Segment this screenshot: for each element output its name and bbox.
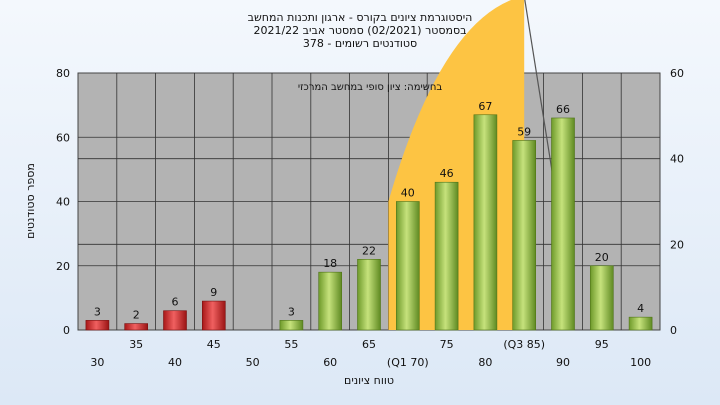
data-label-75: 46 xyxy=(440,167,454,180)
x-tick-label: 55 xyxy=(284,338,298,351)
y-tick-label: 60 xyxy=(56,131,70,144)
y-tick-label: 0 xyxy=(63,324,70,337)
bar-80 xyxy=(473,114,498,331)
data-label-85: 59 xyxy=(517,125,531,138)
bar-60 xyxy=(318,271,343,331)
bars xyxy=(85,114,653,331)
data-label-65: 22 xyxy=(362,244,376,257)
x-tick-label: 100 xyxy=(630,356,651,369)
x-tick-label: 60 xyxy=(323,356,337,369)
data-label-95: 20 xyxy=(595,251,609,264)
x-tick-label: 40 xyxy=(168,356,182,369)
bar-75 xyxy=(434,181,459,331)
y2-tick-label: 0 xyxy=(670,324,677,337)
title-line-1: היסטוגרמת ציונים בקורס - ארגון ותכנות המ… xyxy=(248,11,473,24)
bar-90 xyxy=(551,117,575,331)
data-label-35: 2 xyxy=(133,309,140,322)
data-label-40: 6 xyxy=(172,296,179,309)
bar-100 xyxy=(628,316,653,331)
chart-annotation: בחשימה: ציון סופי במחשב המרכזי xyxy=(298,82,443,93)
y2-tick-label: 40 xyxy=(670,153,684,166)
x-axis-ticks: 30 35 40 45 50 55 60 65 (Q1 70) 75 80 (Q3 85) 90 95 10… xyxy=(90,338,651,369)
x-tick-label: (Q1 70) xyxy=(387,356,429,369)
x-axis-title: טווח ציונים xyxy=(344,374,394,387)
chart-title: היסטוגרמת ציונים בקורס - ארגון ותכנות המ… xyxy=(248,11,473,50)
data-label-90: 66 xyxy=(556,103,570,116)
y-axis-left-ticks: 0 20 40 60 80 xyxy=(56,67,70,337)
title-line-3: סטודנטים רשומים - 378 xyxy=(303,37,417,50)
bar-55 xyxy=(279,320,304,331)
x-tick-label: 65 xyxy=(362,338,376,351)
data-labels: 3 2 6 9 3 18 22 40 46 67 59 66 20 4 xyxy=(94,100,644,322)
bar-30 xyxy=(85,320,110,331)
y-tick-label: 80 xyxy=(56,67,70,80)
bar-40 xyxy=(163,310,187,331)
y2-tick-label: 60 xyxy=(670,67,684,80)
data-label-80: 67 xyxy=(478,100,492,113)
x-tick-label: 95 xyxy=(595,338,609,351)
x-tick-label: 80 xyxy=(478,356,492,369)
bar-45 xyxy=(202,300,226,331)
y2-tick-label: 20 xyxy=(670,238,684,251)
bar-85 xyxy=(512,140,537,331)
data-label-70: 40 xyxy=(401,187,415,200)
x-tick-label: 45 xyxy=(207,338,221,351)
title-line-2: בסמסטר (02/2021) סמסטר אביב 2021/22 xyxy=(253,24,466,37)
data-label-60: 18 xyxy=(323,257,337,270)
y-axis-right-ticks: 0 20 40 60 xyxy=(670,67,684,337)
bar-35 xyxy=(124,323,148,331)
y-tick-label: 20 xyxy=(56,260,70,273)
bar-65 xyxy=(357,259,381,331)
x-tick-label: 90 xyxy=(556,356,570,369)
data-label-45: 9 xyxy=(210,286,217,299)
y-tick-label: 40 xyxy=(56,196,70,209)
x-tick-label: 35 xyxy=(129,338,143,351)
data-label-100: 4 xyxy=(637,302,644,315)
x-tick-label: 30 xyxy=(90,356,104,369)
bar-70 xyxy=(395,201,420,331)
data-label-55: 3 xyxy=(288,305,295,318)
x-tick-label: (Q3 85) xyxy=(503,338,545,351)
x-tick-label: 75 xyxy=(440,338,454,351)
bar-95 xyxy=(589,265,614,331)
y-axis-title: מספר סטודנטים xyxy=(24,163,37,239)
data-label-30: 3 xyxy=(94,305,101,318)
x-tick-label: 50 xyxy=(246,356,260,369)
